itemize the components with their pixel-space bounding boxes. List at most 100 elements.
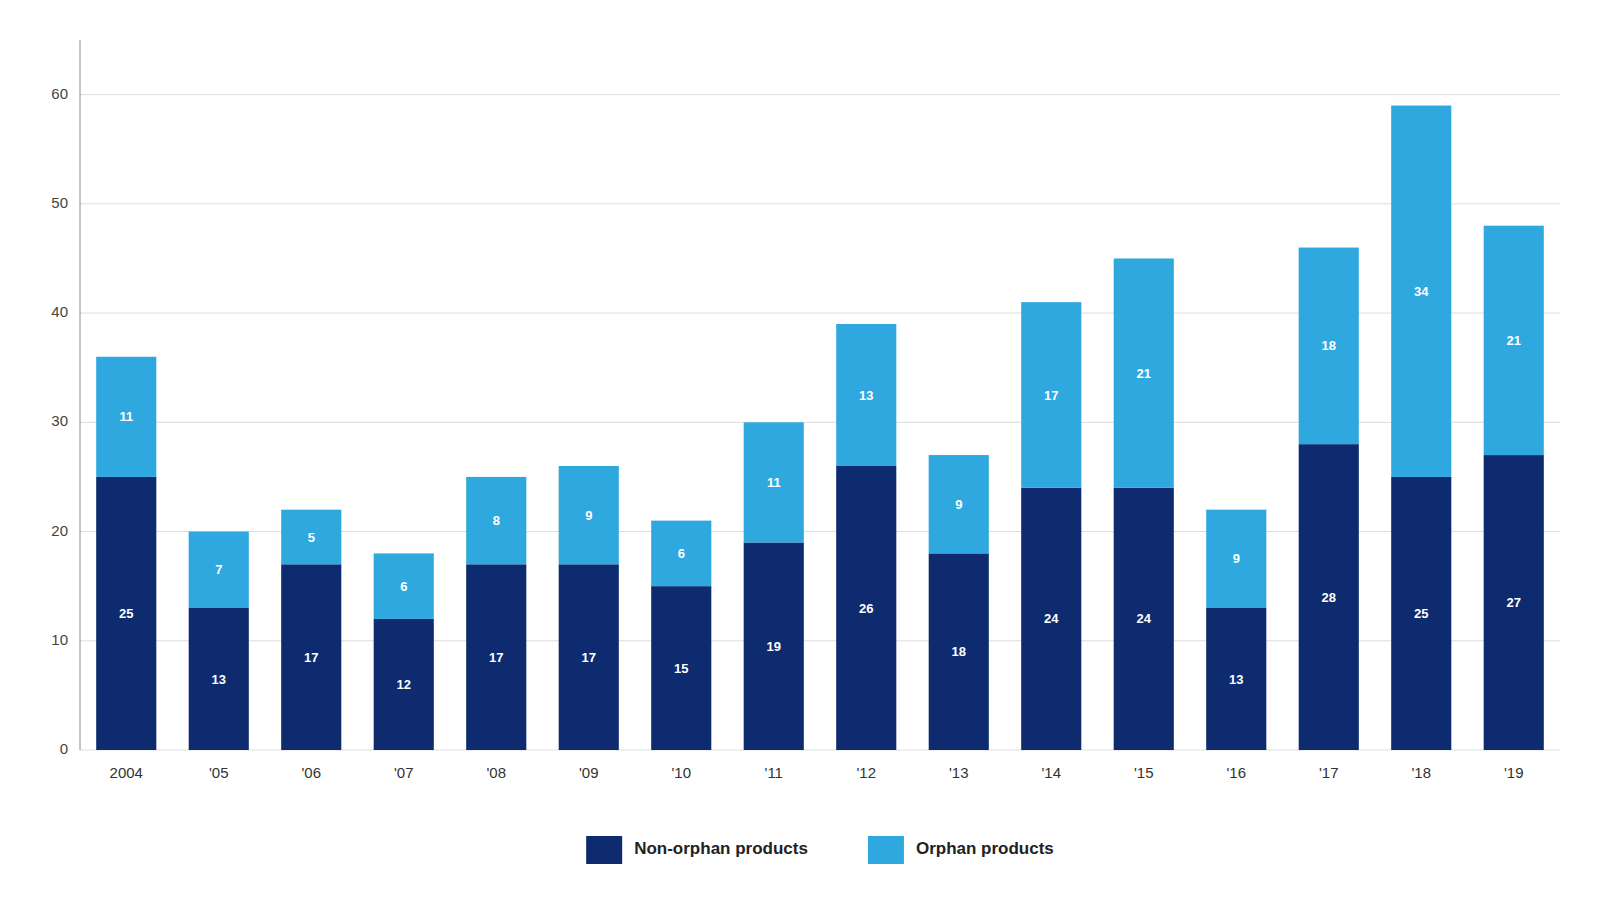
y-tick-label: 50 [51,194,68,211]
x-tick-label: '16 [1226,764,1246,781]
legend-swatch [868,836,904,864]
data-label: 24 [1137,611,1152,626]
bar-segment [96,477,156,750]
bar-segment [1299,248,1359,445]
data-label: 12 [397,677,411,692]
legend-item: Non-orphan products [586,836,808,864]
data-label: 9 [1233,551,1240,566]
bar-segment [1021,302,1081,488]
legend: Non-orphan products Orphan products [586,836,1054,864]
y-ticks: 0 10 20 30 40 50 60 [51,85,68,757]
legend-item: Orphan products [868,836,1054,864]
x-tick-label: '07 [394,764,414,781]
bar-segment [559,466,619,564]
y-tick-label: 10 [51,631,68,648]
x-tick-label: '19 [1504,764,1524,781]
legend-swatch [586,836,622,864]
bar-segment [189,532,249,608]
bar-segment [836,466,896,750]
data-label: 13 [1229,672,1243,687]
y-tick-label: 40 [51,303,68,320]
bar-segment [1484,455,1544,750]
data-label: 17 [582,650,596,665]
x-tick-label: '08 [486,764,506,781]
grid [80,95,1560,750]
data-label: 6 [400,579,407,594]
legend-label: Non-orphan products [634,839,808,858]
data-label: 34 [1414,284,1429,299]
data-label: 21 [1137,366,1151,381]
x-tick-label: '13 [949,764,969,781]
data-label: 27 [1507,595,1521,610]
x-tick-label: '05 [209,764,229,781]
y-tick-label: 30 [51,412,68,429]
bar-segment [466,477,526,564]
bar-segment [744,422,804,542]
bar-segment [96,357,156,477]
chart-svg: 0102030405060251317121717151926182424132… [0,0,1600,900]
x-tick-label: '17 [1319,764,1339,781]
bar-segment [281,510,341,565]
data-label: 15 [674,661,688,676]
data-label: 17 [1044,388,1058,403]
chart-container: 0102030405060251317121717151926182424132… [0,0,1600,900]
bar-segment [744,542,804,750]
x-tick-label: '15 [1134,764,1154,781]
bar-segment [929,553,989,750]
x-tick-label: '14 [1041,764,1061,781]
bar-segment [836,324,896,466]
data-label: 11 [119,409,133,424]
x-ticks: 2004 '05 '06 '07 '08 '09 '10 '11 '12 '13 '14 '15 '16… [110,764,1524,781]
x-tick-label: '09 [579,764,599,781]
grid-line [80,94,1560,95]
bar-segment [1484,226,1544,455]
bar-segment [559,564,619,750]
data-label: 18 [952,644,966,659]
legend-label: Orphan products [916,839,1054,858]
bar-segment [1021,488,1081,750]
data-label: 9 [955,497,962,512]
x-tick-label: '06 [301,764,321,781]
bar-segment [374,553,434,619]
bar-segment [1114,488,1174,750]
data-label: 13 [859,388,873,403]
data-label: 17 [304,650,318,665]
data-label: 25 [119,606,133,621]
data-label: 26 [859,601,873,616]
bar-segment [929,455,989,553]
x-tick-label: '12 [856,764,876,781]
data-label: 7 [215,562,222,577]
data-label: 24 [1044,611,1059,626]
data-label: 5 [308,530,315,545]
data-label: 18 [1322,338,1336,353]
y-tick-label: 0 [60,740,68,757]
bar-segment [1391,106,1451,477]
data-label: 13 [212,672,226,687]
data-label: 25 [1414,606,1428,621]
bar-segment [1391,477,1451,750]
x-tick-label: '10 [671,764,691,781]
bar-segment [374,619,434,750]
data-label: 6 [678,546,685,561]
y-axis-line [80,40,81,750]
bar-segment [281,564,341,750]
x-tick-label: '18 [1411,764,1431,781]
data-label: 11 [767,475,781,490]
y-tick-label: 20 [51,522,68,539]
data-label: 8 [493,513,500,528]
data-labels: 2513171217171519261824241328252711756896… [119,284,1521,692]
bar-segment [1206,510,1266,608]
data-label: 21 [1507,333,1521,348]
x-tick-label: 2004 [110,764,143,781]
bar-segment [651,586,711,750]
y-tick-label: 60 [51,85,68,102]
x-tick-label: '11 [765,764,783,781]
bar-segment [1114,258,1174,487]
data-label: 9 [585,508,592,523]
data-label: 28 [1322,590,1336,605]
data-label: 17 [489,650,503,665]
bar-segment [1299,444,1359,750]
bar-segment [651,521,711,587]
grid-line [80,203,1560,204]
bar-segment [1206,608,1266,750]
